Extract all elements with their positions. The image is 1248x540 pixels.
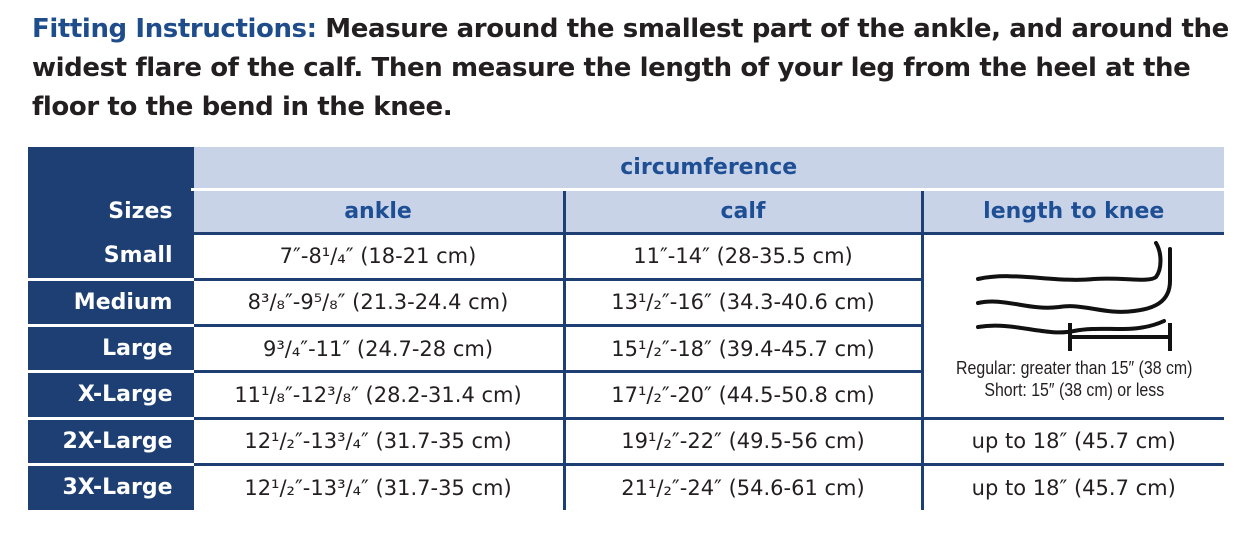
ankle-header: ankle — [190, 189, 564, 235]
ankle-value: 12¹/₂″-13³/₄″ (31.7-35 cm) — [190, 464, 564, 510]
ankle-value: 7″-8¹/₄″ (18-21 cm) — [190, 233, 564, 281]
instructions-label: Fitting Instructions: — [32, 14, 317, 44]
leg-outline-icon — [975, 240, 1172, 351]
length-note-short: Short: 15″ (38 cm) or less — [983, 378, 1164, 400]
size-chart-table: circumference Sizes ankle calf length to… — [28, 147, 1224, 510]
length-value: up to 18″ (45.7 cm) — [920, 418, 1224, 466]
length-note-regular: Regular: greater than 15″ (38 cm) — [955, 356, 1192, 378]
length-value: up to 18″ (45.7 cm) — [920, 464, 1224, 510]
size-label: 2X-Large — [28, 418, 192, 466]
table-row: Small 7″-8¹/₄″ (18-21 cm) 11″-14″ (28-35… — [28, 233, 1224, 420]
table-row: Large 9³/₄″-11″ (24.7-28 cm) 15¹/₂″-18″ … — [28, 325, 1224, 374]
size-label: Medium — [28, 279, 192, 328]
table-row: Medium 8³/₈″-9⁵/₈″ (21.3-24.4 cm) 13¹/₂″… — [28, 279, 1224, 328]
size-label: Large — [28, 325, 192, 374]
calf-header: calf — [562, 189, 922, 235]
header-row-group: circumference — [28, 147, 1224, 191]
table-row: X-Large 11¹/₈″-12³/₈″ (28.2-31.4 cm) 17¹… — [28, 371, 1224, 420]
calf-value: 11″-14″ (28-35.5 cm) — [562, 233, 922, 281]
ankle-value: 8³/₈″-9⁵/₈″ (21.3-24.4 cm) — [190, 279, 564, 328]
ankle-value: 11¹/₈″-12³/₈″ (28.2-31.4 cm) — [190, 371, 564, 420]
calf-value: 21¹/₂″-24″ (54.6-61 cm) — [562, 464, 922, 510]
size-label: Small — [28, 233, 192, 281]
size-label: X-Large — [28, 371, 192, 420]
ankle-value: 9³/₄″-11″ (24.7-28 cm) — [190, 325, 564, 374]
circumference-header: circumference — [190, 147, 1224, 191]
ankle-value: 12¹/₂″-13³/₄″ (31.7-35 cm) — [190, 418, 564, 466]
header-row-columns: Sizes ankle calf length to knee — [28, 189, 1224, 235]
length-to-knee-header: length to knee — [920, 189, 1224, 235]
table-row: 3X-Large 12¹/₂″-13³/₄″ (31.7-35 cm) 21¹/… — [28, 464, 1224, 510]
calf-value: 19¹/₂″-22″ (49.5-56 cm) — [562, 418, 922, 466]
sizes-header: Sizes — [28, 189, 192, 233]
fitting-instructions: Fitting Instructions: Measure around the… — [32, 10, 1232, 127]
size-label: 3X-Large — [28, 464, 192, 510]
corner-cell — [28, 147, 192, 189]
calf-value: 13¹/₂″-16″ (34.3-40.6 cm) — [562, 279, 922, 328]
instructions-text: Measure around the smallest part of the … — [32, 14, 1229, 122]
calf-value: 15¹/₂″-18″ (39.4-45.7 cm) — [562, 325, 922, 374]
length-illustration-cell: Regular: greater than 15″ (38 cm) Short:… — [920, 233, 1224, 420]
calf-value: 17¹/₂″-20″ (44.5-50.8 cm) — [562, 371, 922, 420]
table-row: 2X-Large 12¹/₂″-13³/₄″ (31.7-35 cm) 19¹/… — [28, 418, 1224, 466]
length-note: Regular: greater than 15″ (38 cm) Short:… — [945, 357, 1203, 401]
